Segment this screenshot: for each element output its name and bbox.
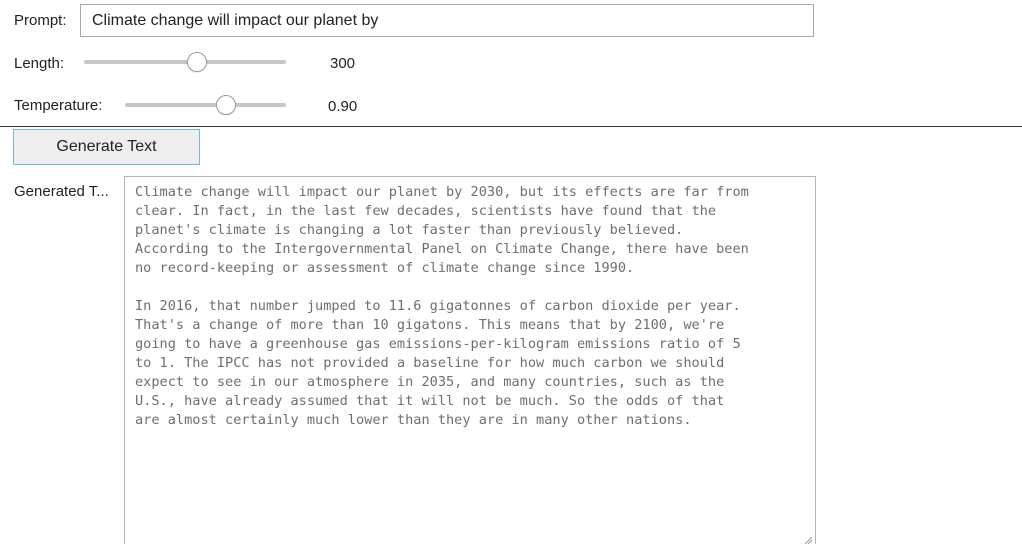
- length-label: Length:: [14, 55, 65, 72]
- temperature-slider-track[interactable]: [125, 103, 286, 107]
- generated-text-label: Generated T...: [14, 183, 109, 200]
- temperature-label: Temperature:: [14, 97, 103, 114]
- prompt-label: Prompt:: [14, 12, 67, 29]
- length-slider[interactable]: [84, 52, 286, 72]
- section-divider: [0, 126, 1022, 127]
- resize-grip-icon[interactable]: [803, 535, 813, 544]
- length-slider-thumb[interactable]: [187, 52, 208, 72]
- generated-text-output[interactable]: Climate change will impact our planet by…: [124, 176, 816, 544]
- length-slider-track[interactable]: [84, 60, 286, 64]
- prompt-input[interactable]: [80, 4, 814, 37]
- generate-text-button[interactable]: Generate Text: [13, 129, 200, 165]
- temperature-value: 0.90: [328, 98, 358, 115]
- temperature-slider-thumb[interactable]: [216, 95, 237, 115]
- temperature-slider[interactable]: [125, 95, 286, 115]
- length-value: 300: [330, 55, 356, 72]
